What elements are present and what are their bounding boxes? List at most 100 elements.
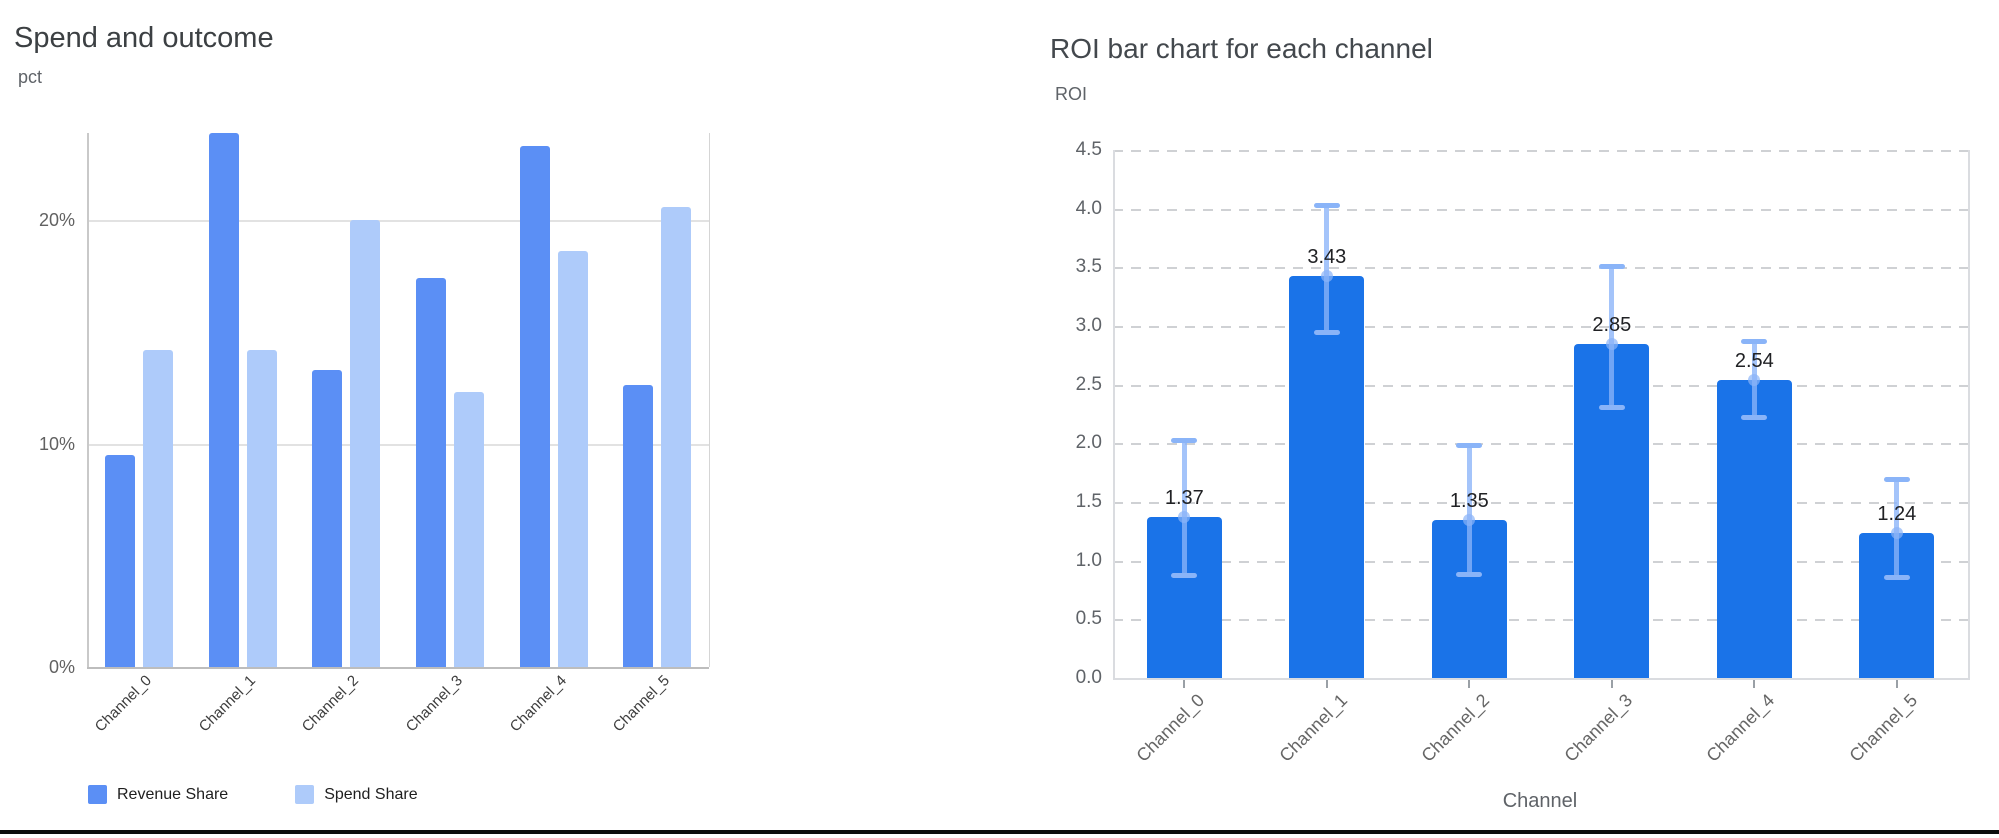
y-tick-label: 0% bbox=[48, 657, 75, 677]
error-bar-cap-top-channel_4 bbox=[1741, 339, 1768, 345]
y-axis-line bbox=[87, 133, 89, 667]
gridline bbox=[1113, 150, 1968, 152]
error-bar-cap-top-channel_1 bbox=[1313, 203, 1340, 209]
x-tick-label: Channel_5 bbox=[1845, 690, 1921, 766]
y-tick-label: 1.0 bbox=[1075, 549, 1102, 571]
bar-spend-share-channel_4[interactable] bbox=[557, 251, 588, 667]
bar-spend-share-channel_3[interactable] bbox=[454, 392, 484, 667]
gridline bbox=[1113, 267, 1968, 270]
bar-spend-share-channel_0[interactable] bbox=[143, 349, 173, 667]
error-bar-marker-channel_2 bbox=[1463, 513, 1476, 526]
pct-axis-label: pct bbox=[18, 67, 43, 87]
error-bar-cap-top-channel_3 bbox=[1598, 264, 1625, 270]
bar-revenue-share-channel_3[interactable] bbox=[416, 278, 446, 667]
legend-label-revenue-share: Revenue Share bbox=[117, 785, 229, 803]
y-tick-label: 2.0 bbox=[1075, 432, 1102, 454]
x-tick-label: Channel_2 bbox=[298, 672, 363, 736]
gridline bbox=[1113, 384, 1968, 387]
gridline bbox=[1113, 619, 1968, 622]
legend-label-spend-share: Spend Share bbox=[324, 785, 418, 803]
x-tick-mark bbox=[1325, 680, 1328, 688]
x-tick-label: Channel_0 bbox=[1132, 690, 1209, 766]
y-tick-label: 10% bbox=[38, 433, 75, 454]
roi-chart-title: ROI bar chart for each channel bbox=[1050, 33, 1433, 64]
gridline bbox=[1113, 502, 1968, 504]
gridline bbox=[1113, 560, 1968, 563]
bottom-border-line bbox=[0, 830, 1999, 834]
x-tick-mark bbox=[1610, 680, 1613, 688]
bar-spend-share-channel_5[interactable] bbox=[661, 206, 692, 667]
channel-axis-label: Channel bbox=[1502, 790, 1578, 812]
plot-right-border bbox=[709, 133, 710, 667]
bar-revenue-share-channel_1[interactable] bbox=[208, 132, 239, 667]
bar-revenue-share-channel_2[interactable] bbox=[312, 369, 343, 667]
y-tick-label: 4.5 bbox=[1075, 139, 1102, 160]
bar-revenue-share-channel_5[interactable] bbox=[623, 385, 654, 667]
error-bar-cap-bottom-channel_4 bbox=[1741, 414, 1768, 420]
bar-value-label-channel_5: 1.24 bbox=[1877, 502, 1917, 525]
bar-value-label-channel_2: 1.35 bbox=[1449, 489, 1489, 512]
bar-value-label-channel_3: 2.85 bbox=[1592, 313, 1632, 336]
bar-revenue-share-channel_4[interactable] bbox=[519, 146, 550, 667]
error-bar-stem-channel_3 bbox=[1609, 266, 1615, 409]
y-tick-label: 1.5 bbox=[1075, 491, 1102, 512]
gridline bbox=[1113, 326, 1968, 328]
y-axis-line bbox=[1113, 150, 1115, 678]
y-tick-label: 0.5 bbox=[1075, 608, 1102, 630]
bar-spend-share-channel_2[interactable] bbox=[350, 220, 381, 667]
gridline bbox=[87, 443, 709, 446]
gridline bbox=[1113, 208, 1968, 211]
legend-swatch-revenue-share bbox=[88, 785, 107, 804]
bar-revenue-share-channel_0[interactable] bbox=[105, 454, 135, 667]
gridline bbox=[87, 220, 709, 222]
x-tick-mark bbox=[1468, 680, 1471, 688]
error-bar-cap-bottom-channel_2 bbox=[1456, 571, 1483, 577]
legend: Revenue Share Spend Share bbox=[88, 785, 418, 804]
error-bar-marker-channel_3 bbox=[1605, 337, 1618, 350]
error-bar-cap-bottom-channel_1 bbox=[1313, 330, 1340, 335]
error-bar-marker-channel_5 bbox=[1890, 526, 1903, 539]
error-bar-cap-top-channel_5 bbox=[1883, 476, 1910, 482]
bar-value-label-channel_1: 3.43 bbox=[1307, 245, 1347, 268]
error-bar-cap-top-channel_0 bbox=[1171, 437, 1198, 443]
x-tick-mark bbox=[1895, 680, 1898, 688]
bar-spend-share-channel_1[interactable] bbox=[246, 349, 277, 667]
x-tick-label: Channel_1 bbox=[195, 672, 259, 736]
x-tick-mark bbox=[1753, 680, 1756, 688]
bar-value-label-channel_4: 2.54 bbox=[1734, 350, 1774, 372]
error-bar-stem-channel_0 bbox=[1181, 439, 1187, 576]
error-bar-marker-channel_1 bbox=[1320, 269, 1333, 282]
x-tick-label: Channel_4 bbox=[506, 672, 570, 736]
x-tick-label: Channel_4 bbox=[1702, 690, 1779, 766]
error-bar-marker-channel_4 bbox=[1748, 374, 1761, 386]
error-bar-cap-bottom-channel_3 bbox=[1598, 405, 1625, 411]
roi-bar-channel_1[interactable] bbox=[1289, 275, 1365, 678]
error-bar-cap-top-channel_2 bbox=[1456, 442, 1483, 448]
error-bar-stem-channel_2 bbox=[1466, 444, 1472, 575]
roi-bar-channel_4[interactable] bbox=[1716, 380, 1792, 678]
legend-item-spend-share[interactable]: Spend Share bbox=[295, 785, 418, 804]
y-tick-label: 0.0 bbox=[1075, 667, 1102, 688]
y-tick-label: 2.5 bbox=[1075, 373, 1102, 395]
error-bar-cap-bottom-channel_5 bbox=[1883, 575, 1910, 581]
y-tick-label: 20% bbox=[38, 210, 75, 230]
x-tick-label: Channel_5 bbox=[609, 672, 674, 736]
y-tick-label: 4.0 bbox=[1075, 197, 1102, 219]
error-bar-stem-channel_1 bbox=[1324, 205, 1330, 334]
y-tick-label: 3.0 bbox=[1075, 315, 1102, 336]
legend-item-revenue-share[interactable]: Revenue Share bbox=[88, 785, 228, 804]
x-axis-baseline bbox=[87, 667, 709, 669]
gridline bbox=[1113, 443, 1968, 446]
error-bar-cap-bottom-channel_0 bbox=[1171, 572, 1198, 578]
error-bar-marker-channel_0 bbox=[1178, 511, 1191, 524]
x-tick-label: Channel_3 bbox=[402, 672, 466, 736]
roi-axis-label: ROI bbox=[1055, 84, 1088, 104]
legend-swatch-spend-share bbox=[295, 785, 315, 804]
x-tick-label: Channel_1 bbox=[1275, 690, 1351, 766]
y-tick-label: 3.5 bbox=[1075, 256, 1102, 278]
x-tick-mark bbox=[1183, 680, 1186, 688]
plot-right-border bbox=[1968, 150, 1970, 678]
x-tick-label: Channel_0 bbox=[91, 672, 155, 736]
spend-outcome-title: Spend and outcome bbox=[14, 22, 274, 54]
